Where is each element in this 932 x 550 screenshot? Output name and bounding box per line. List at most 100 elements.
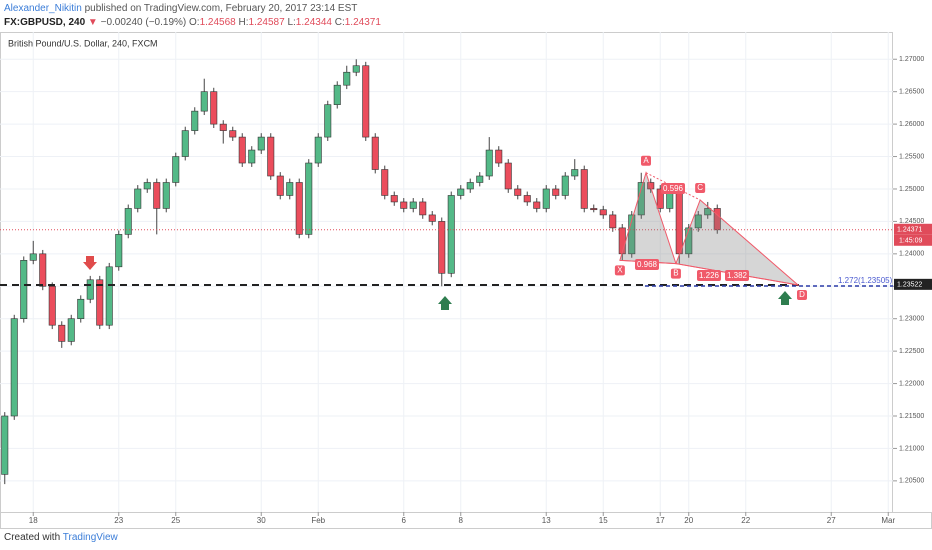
candle-body bbox=[162, 182, 170, 209]
marked-price-text: 1.23522 bbox=[897, 282, 922, 289]
quote-label: L: bbox=[287, 17, 296, 28]
ratio-label-bg bbox=[661, 183, 685, 194]
candle-body bbox=[257, 136, 265, 151]
candle-body bbox=[10, 318, 18, 417]
candle-body bbox=[172, 156, 180, 183]
candle-body bbox=[248, 149, 256, 164]
x-tick-label: 30 bbox=[257, 516, 266, 525]
chart: British Pound/U.S. Dollar, 240, FXCM 1.2… bbox=[0, 32, 932, 529]
candle-body bbox=[105, 266, 113, 326]
candle-body bbox=[590, 208, 598, 211]
x-tick-label: 22 bbox=[741, 516, 750, 525]
point-label-bg bbox=[695, 183, 706, 193]
candle-body bbox=[295, 182, 303, 235]
candle-body bbox=[20, 260, 28, 320]
brand[interactable]: TradingView bbox=[62, 532, 118, 543]
candle-body bbox=[561, 175, 569, 196]
quote-label: O: bbox=[189, 17, 200, 28]
y-tick-label: 1.26000 bbox=[899, 121, 924, 128]
x-tick-label: 23 bbox=[114, 516, 123, 525]
author[interactable]: Alexander_Nikitin bbox=[4, 3, 82, 14]
y-tick-label: 1.20500 bbox=[899, 478, 924, 485]
buy-arrow bbox=[438, 296, 452, 310]
point-label: D bbox=[799, 290, 805, 299]
candle-body bbox=[371, 136, 379, 170]
candle-body bbox=[191, 110, 199, 131]
grid bbox=[0, 32, 893, 512]
candle-body bbox=[685, 227, 693, 255]
x-tick-label: 17 bbox=[656, 516, 665, 525]
y-tick-label: 1.23000 bbox=[899, 316, 924, 323]
y-tick-label: 1.27000 bbox=[899, 56, 924, 63]
candle-body bbox=[704, 208, 712, 216]
candle-body bbox=[276, 175, 284, 196]
candle-body bbox=[495, 149, 503, 164]
candle-body bbox=[200, 91, 208, 112]
quote-label: C: bbox=[334, 17, 345, 28]
candle-body bbox=[333, 84, 341, 105]
candle-body bbox=[77, 298, 85, 320]
last-price-tag bbox=[894, 223, 932, 235]
candle-body bbox=[485, 149, 493, 177]
header: Alexander_Nikitin published on TradingVi… bbox=[4, 2, 381, 30]
point-label-bg bbox=[670, 268, 681, 279]
point-label-bg bbox=[641, 155, 651, 166]
buy-arrow bbox=[778, 291, 792, 305]
candle-body bbox=[58, 324, 66, 342]
quote: 1.24344 bbox=[295, 17, 332, 28]
change-arrow: ▼ bbox=[87, 17, 98, 28]
candle-body bbox=[86, 279, 94, 300]
chart-title: British Pound/U.S. Dollar, 240, FXCM bbox=[8, 38, 158, 48]
last-price-text: 1.24371 bbox=[897, 227, 922, 234]
candle-body bbox=[267, 136, 275, 177]
candle-body bbox=[694, 214, 702, 229]
y-tick-label: 1.25000 bbox=[899, 186, 924, 193]
y-tick-label: 1.22000 bbox=[899, 380, 924, 387]
candle-body bbox=[542, 188, 550, 209]
ratio-label: 1.382 bbox=[727, 271, 748, 280]
footer: Created with TradingView bbox=[4, 532, 118, 543]
countdown-text: 1:45:09 bbox=[899, 238, 922, 245]
point-label-bg bbox=[797, 289, 807, 300]
candle-body bbox=[343, 71, 351, 86]
candle-body bbox=[523, 195, 531, 203]
candle-body bbox=[381, 169, 389, 196]
y-tick-label: 1.24500 bbox=[899, 218, 924, 225]
candle-body bbox=[324, 104, 332, 138]
candle-body bbox=[599, 209, 607, 216]
fib-label: 1.272(1.23505) bbox=[838, 276, 893, 285]
x-tick-label: Mar bbox=[881, 516, 895, 525]
point-label: A bbox=[643, 156, 649, 165]
candle-body bbox=[314, 136, 322, 164]
candle-body bbox=[656, 188, 664, 209]
y-tick-label: 1.21000 bbox=[899, 445, 924, 452]
sell-arrow bbox=[83, 256, 97, 270]
created: Created with bbox=[4, 532, 61, 543]
candle-body bbox=[580, 169, 588, 209]
candle-body bbox=[134, 188, 142, 209]
quote: 1.24371 bbox=[344, 17, 381, 28]
candle-body bbox=[352, 65, 360, 73]
candle-body bbox=[552, 188, 560, 196]
candle-body bbox=[466, 182, 474, 190]
x-tick-label: Feb bbox=[311, 516, 325, 525]
symbol: FX:GBPUSD, 240 bbox=[4, 17, 86, 28]
ratio-label-bg bbox=[635, 259, 659, 270]
candle-body bbox=[67, 318, 75, 342]
candle-body bbox=[438, 221, 446, 274]
point-label: B bbox=[673, 269, 678, 278]
quote: 1.24587 bbox=[248, 17, 285, 28]
y-tick-label: 1.25500 bbox=[899, 153, 924, 160]
candle-body bbox=[533, 201, 541, 209]
marks bbox=[1, 59, 721, 485]
y-tick-label: 1.21500 bbox=[899, 413, 924, 420]
ratio-label: 1.226 bbox=[699, 271, 720, 280]
candle-body bbox=[143, 182, 151, 190]
time-axis bbox=[0, 512, 932, 529]
candle-body bbox=[457, 188, 465, 196]
candle-body bbox=[305, 162, 313, 235]
candle-body bbox=[514, 188, 522, 196]
point-label-bg bbox=[614, 265, 625, 276]
ratio-label-bg bbox=[697, 270, 721, 281]
x-tick-label: 13 bbox=[542, 516, 551, 525]
